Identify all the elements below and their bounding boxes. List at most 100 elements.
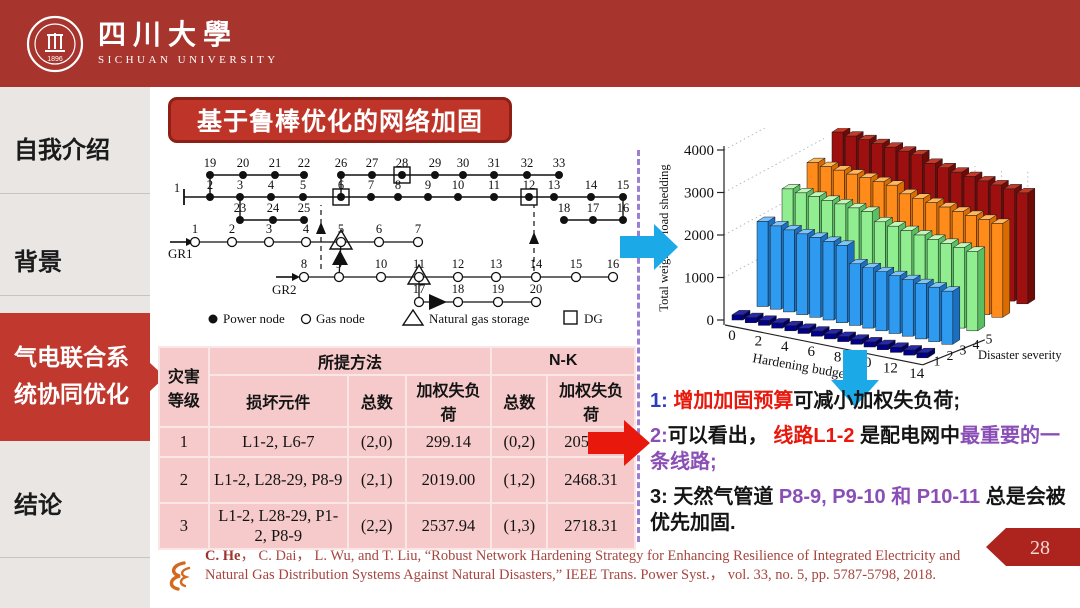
svg-text:15: 15 bbox=[570, 257, 583, 271]
annotation-3: 3: 天然气管道 P8-9, P9-10 和 P10-11 总是会被优先加固. bbox=[650, 486, 1066, 534]
load-shedding-chart: 010002000300040000246810121412345Total w… bbox=[657, 128, 1062, 382]
table-cell: (1,3) bbox=[490, 502, 549, 550]
svg-text:28: 28 bbox=[396, 156, 409, 170]
table-cell: 2 bbox=[158, 456, 210, 504]
svg-text:17: 17 bbox=[587, 201, 600, 215]
gas-node bbox=[333, 271, 345, 283]
svg-text:31: 31 bbox=[488, 156, 501, 170]
power-node bbox=[394, 193, 402, 201]
sidebar-divider bbox=[0, 295, 150, 296]
table-cell: (2,0) bbox=[346, 426, 407, 458]
table-cell: 2718.31 bbox=[546, 502, 636, 550]
sidebar-item-active[interactable]: 气电联合系 统协同优化 bbox=[0, 313, 165, 441]
power-node bbox=[239, 171, 247, 179]
power-node bbox=[206, 193, 214, 201]
power-node bbox=[619, 216, 627, 224]
svg-text:33: 33 bbox=[553, 156, 566, 170]
svg-text:DG: DG bbox=[584, 311, 603, 326]
svg-text:17: 17 bbox=[413, 282, 426, 296]
gas-node bbox=[490, 271, 502, 283]
svg-text:4: 4 bbox=[781, 339, 789, 355]
sidebar-item[interactable]: 自我介绍 bbox=[14, 137, 110, 164]
power-node bbox=[459, 171, 467, 179]
table-cell: L1-2, L6-7 bbox=[207, 426, 349, 458]
svg-text:2: 2 bbox=[229, 222, 235, 236]
power-node bbox=[587, 193, 595, 201]
gas-node bbox=[412, 236, 424, 248]
svg-text:14: 14 bbox=[530, 257, 543, 271]
svg-text:29: 29 bbox=[429, 156, 442, 170]
svg-text:2: 2 bbox=[207, 178, 213, 192]
dg-square bbox=[393, 166, 411, 184]
svg-text:27: 27 bbox=[366, 156, 379, 170]
svg-text:10: 10 bbox=[375, 257, 388, 271]
svg-text:18: 18 bbox=[558, 201, 571, 215]
svg-text:23: 23 bbox=[234, 201, 247, 215]
table-header: 加权失负荷 bbox=[404, 374, 493, 428]
dg-square bbox=[332, 188, 350, 206]
sidebar-item[interactable]: 结论 bbox=[14, 492, 62, 519]
sidebar-divider bbox=[0, 557, 150, 558]
table-cell: 2019.00 bbox=[404, 456, 493, 504]
svg-text:9: 9 bbox=[336, 257, 342, 271]
power-node bbox=[490, 171, 498, 179]
power-node bbox=[523, 171, 531, 179]
gas-node bbox=[189, 236, 201, 248]
power-node bbox=[490, 193, 498, 201]
power-node bbox=[300, 171, 308, 179]
svg-text:12: 12 bbox=[523, 178, 536, 192]
svg-text:20: 20 bbox=[530, 282, 543, 296]
svg-text:Power node: Power node bbox=[223, 311, 285, 326]
power-node bbox=[367, 193, 375, 201]
gas-node bbox=[530, 296, 542, 308]
svg-text:1: 1 bbox=[192, 222, 198, 236]
sidebar-item[interactable]: 背景 bbox=[14, 249, 62, 276]
page-number-badge: 28 bbox=[986, 528, 1080, 566]
page-number: 28 bbox=[1030, 537, 1050, 559]
gas-node bbox=[373, 236, 385, 248]
svg-text:16: 16 bbox=[607, 257, 620, 271]
svg-text:GR2: GR2 bbox=[272, 282, 297, 297]
svg-text:10: 10 bbox=[452, 178, 465, 192]
svg-text:1: 1 bbox=[174, 181, 180, 195]
table-header: 总数 bbox=[346, 374, 407, 428]
svg-text:2000: 2000 bbox=[684, 228, 714, 244]
power-node bbox=[300, 216, 308, 224]
table-cell: (2,1) bbox=[346, 456, 407, 504]
university-name-cn: 四川大學 bbox=[98, 19, 239, 50]
table-header: 损坏元件 bbox=[207, 374, 349, 428]
gas-storage-triangle bbox=[328, 228, 354, 250]
table-header: N-K bbox=[490, 346, 636, 376]
table-cell: (1,2) bbox=[490, 456, 549, 504]
svg-text:12: 12 bbox=[883, 360, 898, 376]
power-node bbox=[271, 171, 279, 179]
svg-text:18: 18 bbox=[452, 282, 465, 296]
table-header: 加权失负荷 bbox=[546, 374, 636, 428]
power-node bbox=[589, 216, 597, 224]
compressor-icon bbox=[332, 250, 348, 265]
power-node bbox=[424, 193, 432, 201]
power-node bbox=[337, 193, 345, 201]
svg-text:19: 19 bbox=[492, 282, 505, 296]
svg-text:8: 8 bbox=[395, 178, 401, 192]
table-cell: L1-2, L28-29, P8-9 bbox=[207, 456, 349, 504]
annotation-2: 2:可以看出， 线路L1-2 是配电网中最重要的一条线路; bbox=[650, 425, 1061, 473]
svg-text:14: 14 bbox=[585, 178, 598, 192]
svg-text:1: 1 bbox=[934, 354, 941, 369]
sidebar: 自我介绍背景气电联合系 统协同优化结论 bbox=[0, 87, 165, 608]
gas-node bbox=[492, 296, 504, 308]
power-node bbox=[619, 193, 627, 201]
power-node bbox=[560, 216, 568, 224]
svg-text:7: 7 bbox=[368, 178, 374, 192]
header: 1896 四川大學 SICHUAN UNIVERSITY bbox=[0, 0, 1080, 87]
table-cell: 3 bbox=[158, 502, 210, 550]
svg-text:6: 6 bbox=[376, 222, 382, 236]
table-cell: 2468.31 bbox=[546, 456, 636, 504]
dashed-divider bbox=[637, 150, 640, 542]
svg-text:3: 3 bbox=[960, 343, 967, 358]
svg-text:6: 6 bbox=[338, 178, 344, 192]
svg-text:32: 32 bbox=[521, 156, 534, 170]
svg-text:1000: 1000 bbox=[684, 271, 714, 287]
